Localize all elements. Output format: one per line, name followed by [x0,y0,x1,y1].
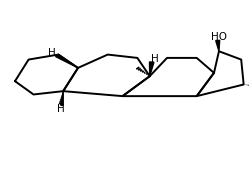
Polygon shape [150,62,154,76]
Text: H: H [48,48,56,58]
Polygon shape [61,91,63,105]
Text: HO: HO [211,32,227,42]
Text: H: H [57,104,64,114]
Polygon shape [216,40,220,51]
Polygon shape [56,54,78,68]
Text: H: H [151,54,158,64]
